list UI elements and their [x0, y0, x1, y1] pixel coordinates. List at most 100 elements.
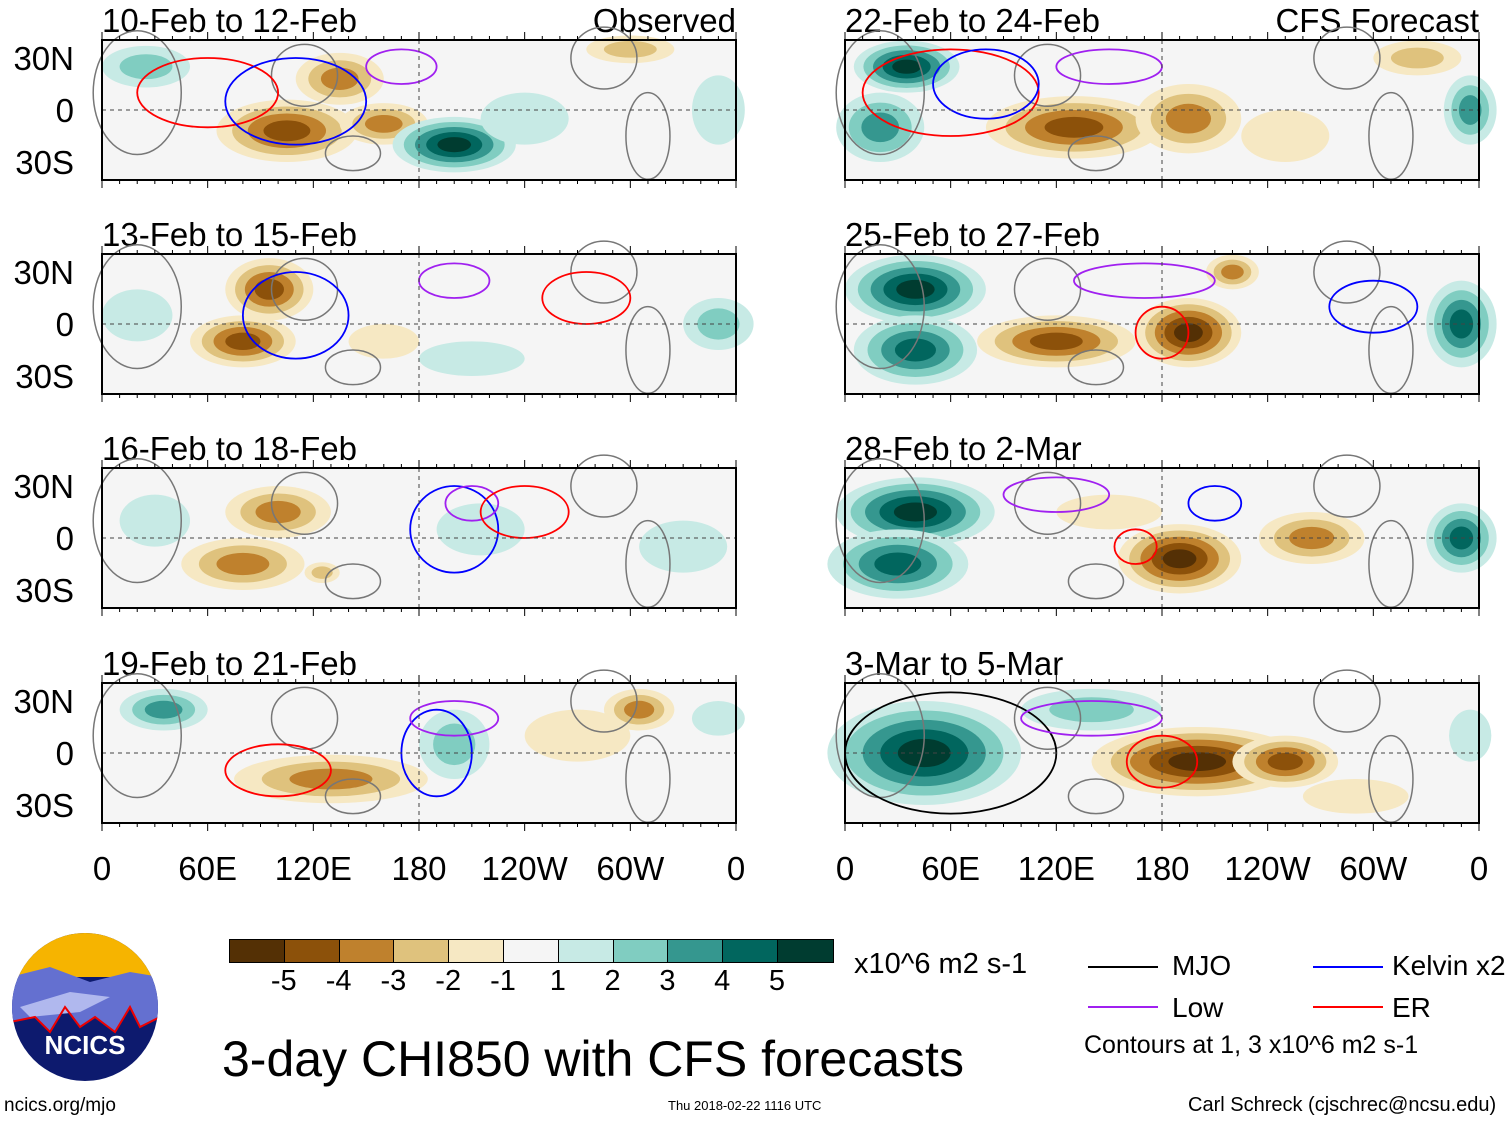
panel-title: 22-Feb to 24-Feb [845, 2, 1100, 39]
negative-anomaly-shading [364, 114, 403, 133]
coastline [324, 778, 382, 815]
coastline [835, 30, 925, 156]
map-panel [92, 454, 737, 616]
coastline [270, 471, 339, 536]
colorbar [229, 939, 834, 963]
negative-anomaly-shading [603, 41, 657, 58]
negative-anomaly-shading [1162, 549, 1197, 569]
negative-anomaly-shading [1044, 116, 1104, 138]
map-panel [92, 26, 745, 188]
lon-tick-label: 0 [92, 850, 112, 887]
coastline [835, 244, 925, 370]
positive-anomaly-shading [893, 502, 938, 522]
lat-tick-label: 30N [13, 40, 74, 77]
er-contour [224, 743, 332, 798]
negative-anomaly-shading [225, 332, 261, 350]
positive-anomaly-shading [419, 341, 525, 376]
kelvin-contour [224, 57, 368, 146]
positive-anomaly-shading [480, 92, 569, 145]
kelvin-contour [1187, 485, 1243, 522]
lat-tick-label: 30S [15, 358, 74, 395]
lat-tick-label: 30S [15, 787, 74, 824]
lon-tick-label: 60E [921, 850, 981, 887]
colorbar-label: -4 [325, 965, 352, 997]
lat-tick-label: 0 [55, 520, 74, 557]
coastline [270, 686, 339, 751]
coastline [92, 673, 182, 799]
colorbar-swatch [394, 940, 450, 962]
lon-tick-label: 120E [274, 850, 352, 887]
negative-anomaly-shading [1241, 110, 1330, 162]
map-panel [835, 26, 1497, 188]
negative-anomaly-shading [524, 709, 631, 762]
low-contour [409, 700, 500, 737]
colorbar-units: x10^6 m2 s-1 [854, 948, 1028, 980]
negative-anomaly-shading [348, 324, 419, 359]
colorbar-label: -1 [490, 965, 516, 997]
coastline [570, 454, 638, 518]
positive-anomaly-shading [897, 738, 951, 768]
er-contour [541, 271, 632, 325]
colorbar-swatch [230, 940, 285, 962]
lon-tick-label: 0 [726, 850, 746, 887]
negative-anomaly-shading [216, 552, 270, 576]
coastline [835, 458, 925, 584]
colorbar-label: 1 [549, 965, 566, 997]
lat-tick-label: 30N [13, 254, 74, 291]
positive-anomaly-shading [861, 112, 900, 143]
kelvin-legend-label: Kelvin x2 [1392, 950, 1506, 981]
timestamp: Thu 2018-02-22 1116 UTC [668, 1098, 822, 1113]
lat-tick-label: 0 [55, 92, 74, 129]
positive-anomaly-shading [433, 723, 476, 766]
coastline [1313, 669, 1381, 733]
colorbar-swatch [723, 940, 778, 962]
panel-title: 3-Mar to 5-Mar [845, 645, 1064, 682]
colorbar-label: 2 [604, 965, 621, 997]
observed-label: Observed [592, 2, 736, 39]
negative-anomaly-shading [1165, 103, 1212, 134]
map-panel [827, 454, 1497, 616]
source-url[interactable]: ncics.org/mjo [4, 1095, 116, 1116]
lon-tick-label: 0 [835, 850, 855, 887]
colorbar-label: 3 [659, 965, 676, 997]
coastline [570, 240, 638, 304]
kelvin-contour [932, 48, 1040, 120]
kelvin-contour [409, 485, 500, 574]
er-contour [1113, 528, 1158, 565]
ncics-logo: NCICS [12, 933, 158, 1081]
colorbar-swatch [668, 940, 724, 962]
colorbar-label: -5 [270, 965, 297, 997]
coastline [324, 563, 382, 600]
lon-tick-label: 180 [1134, 850, 1190, 887]
negative-anomaly-shading [1267, 753, 1303, 771]
colorbar-label: -3 [380, 965, 407, 997]
colorbar-label: 5 [768, 965, 786, 997]
er-legend-line [1313, 1006, 1383, 1008]
negative-anomaly-shading [320, 67, 359, 90]
coastline [324, 349, 382, 386]
er-contour [136, 57, 280, 129]
mjo-legend-line [1088, 966, 1158, 968]
panel-title: 16-Feb to 18-Feb [102, 430, 357, 467]
negative-anomaly-shading [624, 700, 655, 719]
author: Carl Schreck (cjschrec@ncsu.edu) [1188, 1094, 1497, 1116]
map-panel [835, 240, 1497, 402]
lon-tick-label: 120W [1224, 850, 1311, 887]
negative-anomaly-shading [263, 120, 311, 142]
positive-anomaly-shading [894, 338, 936, 362]
coastline [92, 30, 182, 156]
map-panel [92, 240, 754, 402]
coastline [1067, 135, 1125, 172]
positive-anomaly-shading [102, 289, 173, 342]
coastline [92, 458, 182, 584]
positive-anomaly-shading [437, 137, 472, 153]
contour-note: Contours at 1, 3 x10^6 m2 s-1 [1084, 1031, 1419, 1059]
kelvin-contour [1328, 279, 1419, 334]
negative-anomaly-shading [1302, 778, 1409, 814]
low-legend-line [1088, 1006, 1158, 1008]
coastline [92, 244, 182, 370]
positive-anomaly-shading [119, 54, 173, 80]
lon-tick-label: 0 [1469, 850, 1489, 887]
coastline [1067, 349, 1125, 386]
